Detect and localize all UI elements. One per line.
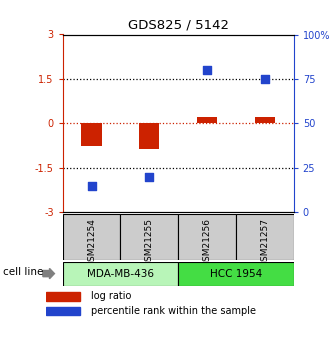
Point [89, 183, 94, 188]
Title: GDS825 / 5142: GDS825 / 5142 [128, 19, 229, 32]
Bar [46, 307, 80, 315]
Text: MDA-MB-436: MDA-MB-436 [87, 269, 154, 278]
Text: percentile rank within the sample: percentile rank within the sample [91, 306, 256, 316]
Bar [255, 117, 275, 124]
Bar [82, 124, 102, 146]
Text: GSM21254: GSM21254 [87, 218, 96, 266]
Text: GSM21256: GSM21256 [203, 218, 212, 267]
Bar [178, 214, 236, 260]
Bar [63, 262, 178, 286]
Text: GSM21257: GSM21257 [260, 218, 269, 267]
Text: GSM21255: GSM21255 [145, 218, 154, 267]
Point [147, 174, 152, 179]
Bar [120, 214, 178, 260]
Bar [178, 262, 294, 286]
Bar [46, 292, 80, 300]
Text: cell line: cell line [3, 267, 44, 277]
Point [204, 67, 210, 73]
Text: log ratio: log ratio [91, 292, 131, 302]
Bar [63, 214, 120, 260]
Bar [139, 124, 159, 148]
Bar [197, 117, 217, 124]
Point [262, 76, 267, 82]
Bar [236, 214, 294, 260]
Text: HCC 1954: HCC 1954 [210, 269, 262, 278]
